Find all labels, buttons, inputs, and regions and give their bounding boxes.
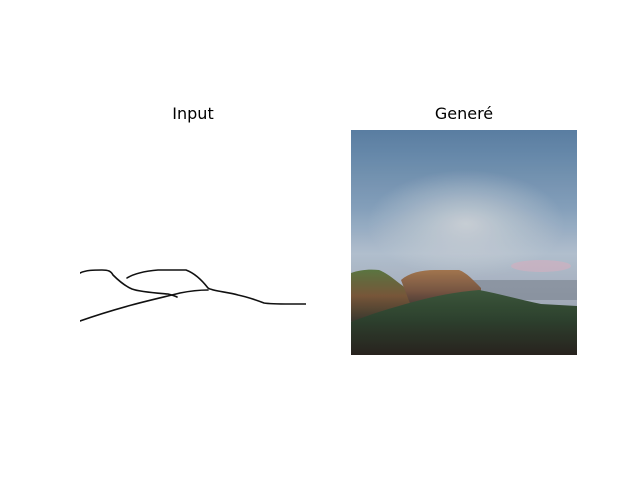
- input-sketch-image: [80, 130, 306, 355]
- generated-panel-title: Generé: [434, 104, 494, 123]
- sketch-stroke: [80, 269, 178, 298]
- input-panel-title: Input: [172, 104, 214, 123]
- input-sketch-panel: [80, 130, 306, 355]
- sketch-stroke: [126, 269, 306, 305]
- generated-image-panel: [351, 130, 577, 355]
- sketch-stroke: [80, 289, 209, 322]
- generated-landscape-image: [351, 130, 577, 355]
